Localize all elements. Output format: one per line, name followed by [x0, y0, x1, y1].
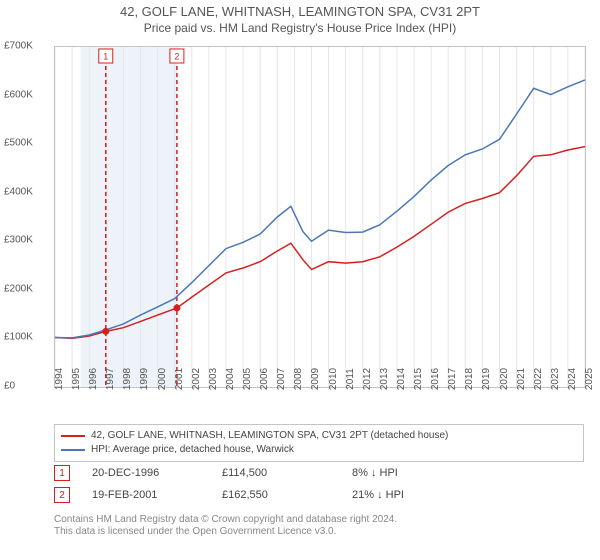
y-tick-label: £600K — [4, 89, 33, 100]
sale-row: 1 20-DEC-1996£114,5008% ↓ HPI — [54, 462, 482, 484]
x-tick-label: 2007 — [276, 368, 287, 390]
y-tick-label: £0 — [4, 381, 15, 392]
x-tick-label: 1999 — [139, 368, 150, 390]
x-tick-label: 2023 — [550, 368, 561, 390]
x-tick-label: 2017 — [447, 368, 458, 390]
sale-date: 19-FEB-2001 — [92, 489, 222, 501]
y-tick-label: £500K — [4, 138, 33, 149]
footer-attribution: Contains HM Land Registry data © Crown c… — [54, 514, 397, 538]
x-tick-label: 2006 — [259, 368, 270, 390]
x-tick-label: 1995 — [71, 368, 82, 390]
legend: 42, GOLF LANE, WHITNASH, LEAMINGTON SPA,… — [54, 424, 584, 462]
x-tick-label: 1996 — [88, 368, 99, 390]
x-tick-label: 2011 — [345, 368, 356, 390]
sales-table: 1 20-DEC-1996£114,5008% ↓ HPI 2 19-FEB-2001… — [54, 462, 482, 506]
legend-swatch — [61, 435, 85, 437]
x-tick-label: 1997 — [105, 368, 116, 390]
footer-line-1: Contains HM Land Registry data © Crown c… — [54, 514, 397, 526]
legend-label: 42, GOLF LANE, WHITNASH, LEAMINGTON SPA,… — [91, 429, 448, 443]
x-tick-label: 2014 — [396, 368, 407, 390]
x-tick-label: 2003 — [208, 368, 219, 390]
sale-marker-badge: 1 — [54, 465, 70, 481]
x-tick-label: 2019 — [481, 368, 492, 390]
x-tick-label: 2004 — [225, 368, 236, 390]
x-tick-label: 2025 — [584, 368, 595, 390]
x-tick-label: 2012 — [362, 368, 373, 390]
chart-subtitle: Price paid vs. HM Land Registry's House … — [0, 19, 600, 35]
y-tick-label: £100K — [4, 332, 33, 343]
y-tick-label: £400K — [4, 186, 33, 197]
x-tick-label: 1994 — [54, 368, 65, 390]
chart-title: 42, GOLF LANE, WHITNASH, LEAMINGTON SPA,… — [0, 0, 600, 19]
x-tick-label: 2020 — [499, 368, 510, 390]
svg-text:2: 2 — [174, 51, 179, 61]
x-tick-label: 2024 — [567, 368, 578, 390]
x-tick-label: 2013 — [379, 368, 390, 390]
y-tick-label: £300K — [4, 235, 33, 246]
x-tick-label: 2008 — [293, 368, 304, 390]
x-tick-label: 2009 — [310, 368, 321, 390]
sale-marker-badge: 2 — [54, 487, 70, 503]
x-tick-label: 2018 — [464, 368, 475, 390]
x-tick-label: 2016 — [430, 368, 441, 390]
sale-price: £114,500 — [222, 467, 352, 479]
x-tick-label: 2015 — [413, 368, 424, 390]
legend-item: 42, GOLF LANE, WHITNASH, LEAMINGTON SPA,… — [61, 429, 577, 443]
legend-item: HPI: Average price, detached house, Warw… — [61, 443, 577, 457]
x-tick-label: 2001 — [174, 368, 185, 390]
chart-plot: 12 — [54, 46, 586, 388]
legend-swatch — [61, 449, 85, 451]
x-tick-label: 2005 — [242, 368, 253, 390]
legend-label: HPI: Average price, detached house, Warw… — [91, 443, 294, 457]
svg-text:1: 1 — [103, 51, 108, 61]
y-tick-label: £200K — [4, 283, 33, 294]
y-tick-label: £700K — [4, 41, 33, 52]
sale-date: 20-DEC-1996 — [92, 467, 222, 479]
x-tick-label: 1998 — [122, 368, 133, 390]
sale-row: 2 19-FEB-2001£162,55021% ↓ HPI — [54, 484, 482, 506]
x-tick-label: 2000 — [157, 368, 168, 390]
x-tick-label: 2010 — [328, 368, 339, 390]
sale-delta: 21% ↓ HPI — [352, 489, 482, 501]
x-tick-label: 2002 — [191, 368, 202, 390]
x-tick-label: 2021 — [516, 368, 527, 390]
sale-delta: 8% ↓ HPI — [352, 467, 482, 479]
x-tick-label: 2022 — [533, 368, 544, 390]
sale-price: £162,550 — [222, 489, 352, 501]
footer-line-2: This data is licensed under the Open Gov… — [54, 526, 397, 538]
